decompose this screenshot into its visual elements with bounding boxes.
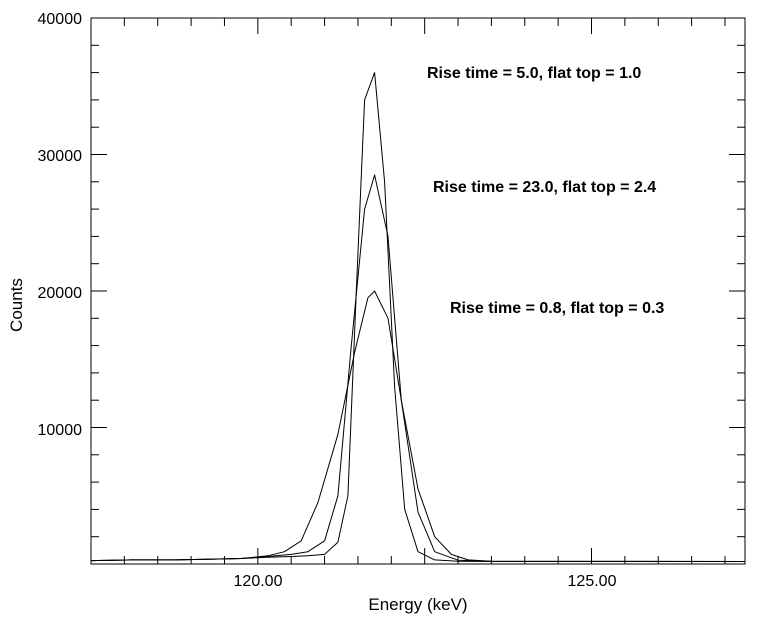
axis-ticks	[91, 17, 745, 565]
plot-area	[90, 17, 746, 565]
y-tick-label: 10000	[38, 422, 83, 439]
x-tick-label: 125.00	[568, 573, 617, 590]
y-tick-label: 40000	[38, 11, 83, 28]
y-tick-label: 30000	[38, 148, 83, 165]
series-lines	[90, 72, 746, 562]
x-axis-label: Energy (keV)	[368, 595, 467, 614]
series-line-3	[90, 290, 746, 562]
y-tick-label: 20000	[38, 285, 83, 302]
x-tick-label: 120.00	[234, 573, 283, 590]
series-annotation: Rise time = 5.0, flat top = 1.0	[427, 65, 641, 82]
y-axis-label: Counts	[7, 278, 26, 332]
series-line-2	[90, 174, 746, 562]
series-annotation: Rise time = 0.8, flat top = 0.3	[450, 300, 664, 317]
series-annotation: Rise time = 23.0, flat top = 2.4	[433, 179, 656, 196]
